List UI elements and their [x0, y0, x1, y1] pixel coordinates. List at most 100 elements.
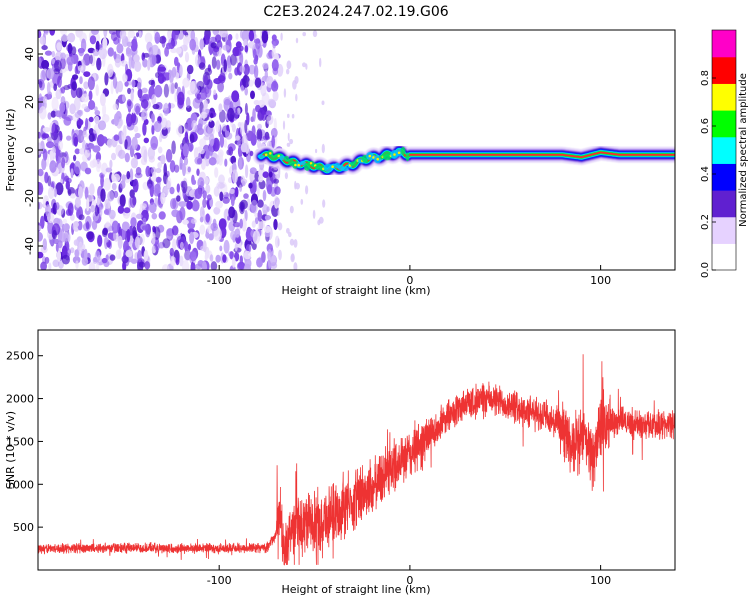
- noise-speckle: [229, 251, 234, 260]
- noise-speckle: [99, 206, 103, 218]
- noise-speckle: [218, 103, 223, 113]
- noise-speckle: [102, 103, 107, 117]
- noise-speckle: [69, 193, 76, 199]
- noise-speckle: [52, 259, 60, 268]
- noise-speckle: [51, 96, 59, 111]
- noise-speckle: [208, 120, 215, 128]
- noise-speckle: [199, 224, 206, 235]
- y-tick-label: 2500: [6, 350, 34, 363]
- noise-speckle: [155, 167, 162, 174]
- noise-speckle: [95, 158, 102, 173]
- noise-speckle: [41, 158, 47, 171]
- noise-speckle: [184, 241, 189, 252]
- noise-speckle: [71, 46, 77, 56]
- noise-speckle: [180, 44, 188, 52]
- noise-speckle: [266, 114, 274, 126]
- noise-speckle: [90, 204, 96, 213]
- noise-speckle: [283, 88, 287, 98]
- noise-speckle: [262, 171, 269, 178]
- noise-speckle: [155, 176, 162, 183]
- noise-speckle: [87, 76, 95, 91]
- colorbar-segment: [712, 163, 736, 191]
- noise-speckle: [190, 261, 196, 270]
- noise-speckle: [161, 117, 168, 130]
- noise-speckle: [217, 156, 222, 163]
- noise-speckle: [151, 54, 157, 66]
- noise-speckle: [176, 195, 181, 202]
- noise-speckle: [262, 204, 269, 215]
- noise-speckle: [131, 136, 138, 150]
- noise-speckle: [129, 195, 137, 208]
- noise-speckle: [302, 31, 307, 37]
- noise-speckle: [49, 30, 56, 36]
- noise-speckle: [97, 120, 107, 131]
- noise-speckle: [202, 198, 207, 208]
- noise-speckle: [286, 142, 291, 147]
- noise-speckle: [252, 108, 256, 122]
- noise-speckle: [215, 254, 221, 263]
- noise-speckle: [252, 230, 261, 245]
- ridge-peak: [294, 163, 297, 167]
- noise-speckle: [246, 112, 250, 126]
- noise-speckle: [242, 75, 250, 88]
- colorbar-tick-label: 0.6: [700, 118, 711, 134]
- noise-speckle: [116, 43, 124, 54]
- noise-speckle: [244, 102, 248, 115]
- noise-speckle: [58, 140, 64, 151]
- noise-speckle: [136, 213, 143, 219]
- noise-speckle: [134, 60, 142, 72]
- noise-speckle: [38, 56, 42, 68]
- noise-speckle: [40, 69, 46, 83]
- snr-y-ticks: 500 1000 1500 2000 2500: [6, 350, 43, 534]
- noise-speckle: [270, 262, 278, 269]
- noise-speckle: [174, 56, 179, 67]
- snr-x-axis-label: Height of straight line (km): [281, 583, 430, 596]
- noise-speckle: [140, 99, 149, 109]
- noise-speckle: [197, 177, 205, 189]
- noise-speckle: [160, 192, 166, 205]
- noise-speckle: [142, 58, 148, 68]
- noise-speckle: [138, 261, 146, 268]
- noise-speckle: [271, 135, 276, 149]
- noise-speckle: [38, 168, 44, 177]
- noise-speckle: [158, 211, 166, 220]
- noise-speckle: [124, 152, 130, 163]
- noise-speckle: [89, 143, 95, 150]
- noise-speckle: [70, 247, 75, 254]
- noise-speckle: [222, 254, 227, 263]
- noise-speckle: [262, 135, 271, 141]
- noise-speckle: [94, 115, 100, 125]
- noise-speckle: [251, 125, 256, 138]
- noise-speckle: [93, 128, 98, 134]
- colorbar-segment: [712, 56, 736, 84]
- noise-speckle: [42, 133, 50, 139]
- noise-speckle: [170, 256, 177, 267]
- noise-speckle: [142, 122, 147, 136]
- noise-speckle: [139, 233, 145, 246]
- noise-speckle: [151, 113, 155, 123]
- noise-speckle: [258, 174, 264, 183]
- noise-speckle: [179, 255, 184, 267]
- ridge-blob: [279, 155, 286, 160]
- noise-speckle: [89, 183, 95, 196]
- colorbar-segment: [712, 83, 736, 111]
- noise-speckle: [190, 218, 197, 224]
- noise-speckle: [81, 103, 88, 109]
- noise-speckle: [293, 239, 298, 248]
- noise-speckle: [122, 73, 128, 83]
- noise-speckle: [148, 79, 155, 85]
- colorbar-segment: [712, 136, 736, 164]
- noise-speckle: [39, 106, 47, 120]
- noise-speckle: [177, 123, 183, 138]
- colorbar-tick-label: 0.4: [700, 166, 711, 182]
- noise-speckle: [142, 93, 151, 101]
- noise-speckle: [211, 56, 217, 69]
- noise-speckle: [179, 206, 186, 221]
- noise-speckle: [286, 60, 292, 70]
- noise-speckle: [154, 242, 160, 252]
- noise-speckle: [230, 155, 237, 165]
- ridge-peak: [277, 154, 281, 158]
- noise-speckle: [102, 227, 108, 236]
- noise-speckle: [189, 134, 195, 144]
- noise-speckle: [91, 220, 98, 230]
